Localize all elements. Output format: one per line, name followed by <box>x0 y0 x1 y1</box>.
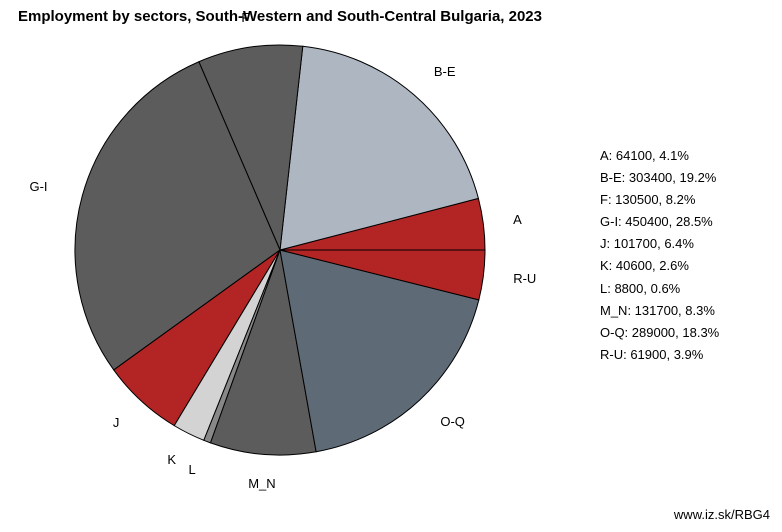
slice-label-F: F <box>241 10 249 25</box>
legend-item: F: 130500, 8.2% <box>600 189 719 211</box>
legend: A: 64100, 4.1%B-E: 303400, 19.2%F: 13050… <box>600 145 719 366</box>
pie-chart <box>70 40 490 460</box>
pie-container <box>70 40 490 465</box>
legend-item: K: 40600, 2.6% <box>600 255 719 277</box>
legend-item: L: 8800, 0.6% <box>600 278 719 300</box>
slice-label-O-Q: O-Q <box>440 414 465 429</box>
legend-item: B-E: 303400, 19.2% <box>600 167 719 189</box>
legend-item: O-Q: 289000, 18.3% <box>600 322 719 344</box>
slice-label-K: K <box>167 452 176 467</box>
legend-item: R-U: 61900, 3.9% <box>600 344 719 366</box>
slice-label-R-U: R-U <box>513 271 536 286</box>
slice-label-J: J <box>113 415 120 430</box>
slice-label-B-E: B-E <box>434 64 456 79</box>
slice-label-G-I: G-I <box>29 179 47 194</box>
slice-label-A: A <box>513 212 522 227</box>
legend-item: G-I: 450400, 28.5% <box>600 211 719 233</box>
legend-item: M_N: 131700, 8.3% <box>600 300 719 322</box>
slice-label-L: L <box>188 462 195 477</box>
legend-item: A: 64100, 4.1% <box>600 145 719 167</box>
source-link: www.iz.sk/RBG4 <box>674 507 770 522</box>
slice-label-M_N: M_N <box>248 476 275 491</box>
legend-item: J: 101700, 6.4% <box>600 233 719 255</box>
chart-title: Employment by sectors, South-Western and… <box>0 8 560 25</box>
